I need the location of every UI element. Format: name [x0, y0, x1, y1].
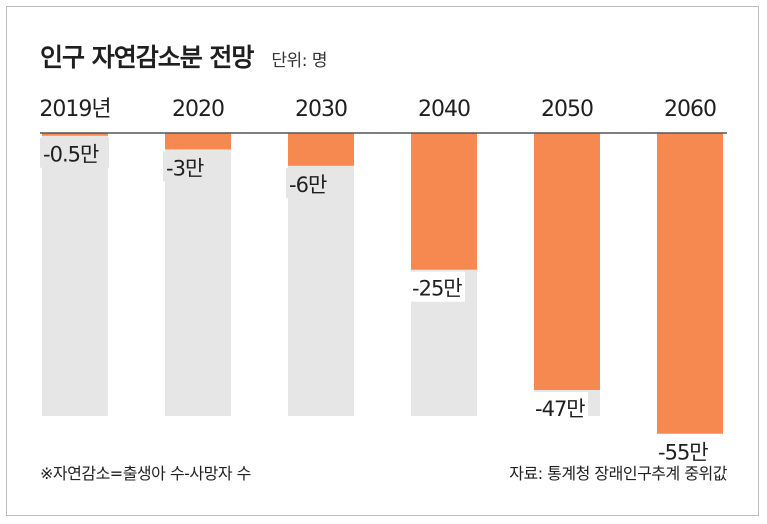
category-label: 2030: [295, 97, 347, 122]
source-note: 자료: 통계청 장래인구추계 중위값: [509, 464, 727, 483]
bar-2030: [288, 133, 354, 166]
value-labels: -0.5만 -3만 -6만 -25만 -47만 -55만: [40, 137, 711, 466]
value-label-bg: [655, 435, 711, 466]
value-label-bg: [409, 271, 465, 302]
bar-track: [42, 133, 108, 416]
value-label-bg: [532, 392, 588, 422]
value-label-bg: [286, 167, 329, 198]
title-row: 인구 자연감소분 전망 단위: 명: [40, 38, 327, 74]
category-label: 2060: [664, 97, 716, 122]
bar-2050: [534, 133, 600, 390]
bar-2040: [411, 133, 477, 270]
category-label: 2019년: [39, 97, 110, 122]
bar-2019년: [42, 133, 108, 136]
value-label: -0.5만: [43, 143, 99, 167]
category-labels: 2019년 2020 2030 2040 2050 2060: [39, 97, 717, 122]
value-label: -25만: [412, 277, 462, 301]
value-label: -3만: [166, 156, 204, 180]
value-label: -47만: [535, 397, 585, 421]
bar-tracks: [42, 133, 723, 416]
unit-label: 단위: 명: [271, 51, 327, 71]
bar-2020: [165, 133, 231, 150]
value-label-bg: [163, 151, 206, 182]
category-label: 2040: [418, 97, 470, 122]
category-label: 2020: [172, 97, 224, 122]
chart-title: 인구 자연감소분 전망: [40, 43, 254, 72]
value-label: -6만: [289, 173, 327, 197]
chart-frame: [6, 6, 759, 516]
value-label: -55만: [658, 441, 708, 465]
value-label-bg: [40, 137, 109, 168]
footnote: ※자연감소=출생아 수-사망자 수: [40, 464, 251, 483]
bars: [42, 133, 723, 434]
category-label: 2050: [541, 97, 593, 122]
bar-2060: [657, 133, 723, 434]
